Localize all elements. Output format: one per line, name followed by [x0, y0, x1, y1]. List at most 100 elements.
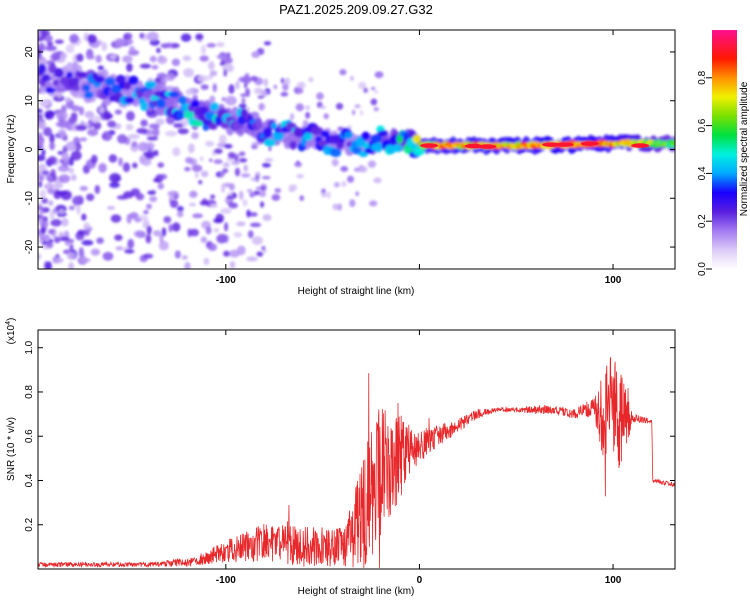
spectrogram-ridge-blob — [191, 120, 204, 127]
spectrogram-noise-blob — [305, 105, 311, 111]
spectrogram-noise-blob — [165, 115, 176, 125]
spectrogram-noise-blob — [229, 183, 235, 191]
spectrogram-noise-blob — [288, 188, 295, 193]
spectrogram-ridge-blob — [140, 100, 149, 112]
spectrogram-ridge-blob — [168, 91, 180, 98]
spectrogram-noise-blob — [219, 172, 226, 177]
spectrogram-noise-blob — [251, 236, 264, 245]
snr-ylabel: SNR (10 * v/v) — [6, 417, 17, 481]
snr-x-tick-label: 100 — [605, 575, 622, 586]
spectrogram-noise-blob — [260, 201, 265, 208]
spectrogram-noise-blob — [250, 177, 258, 181]
spectrogram-noise-blob — [323, 113, 329, 120]
spectrogram-noise-blob — [221, 96, 226, 102]
spectrogram-noise-blob — [260, 185, 267, 191]
spectrogram-noise-blob — [340, 165, 349, 172]
snr-series-line — [38, 357, 675, 568]
snr-y-tick-label: 1.0 — [24, 340, 35, 354]
spectrogram-noise-blob — [52, 257, 64, 264]
spectrogram-ridge-blob — [310, 126, 323, 136]
spectrogram-noise-blob — [101, 41, 108, 52]
spectrogram-ridge-blob — [84, 91, 94, 99]
colorbar-label: Normalized spectral amplitude — [739, 81, 750, 216]
spectrogram-noise-blob — [47, 42, 53, 47]
spectrogram-noise-blob — [41, 148, 46, 157]
spectrogram-noise-blob — [218, 134, 227, 144]
spectrogram-noise-blob — [222, 168, 229, 174]
spectrogram-noise-blob — [95, 54, 102, 63]
spectrogram-ridge-blob — [178, 95, 187, 105]
spectrogram-noise-blob — [114, 234, 123, 241]
spectrogram-noise-blob — [189, 228, 200, 237]
spectrogram-noise-blob — [47, 200, 54, 206]
spectrogram-noise-blob — [246, 209, 251, 218]
spectrogram-noise-blob — [149, 55, 157, 63]
spectrogram-ridge-blob — [72, 84, 80, 92]
spectrogram-noise-blob — [191, 131, 199, 140]
spectrogram-noise-blob — [173, 122, 184, 129]
spectrogram-noise-blob — [109, 181, 120, 189]
spectrogram-noise-blob — [55, 111, 68, 120]
spectrogram-noise-blob — [331, 158, 339, 167]
spectrogram-noise-blob — [327, 191, 331, 199]
spectrogram-noise-blob — [69, 33, 79, 44]
spectrogram-noise-blob — [220, 183, 226, 193]
spectrogram-noise-blob — [54, 39, 64, 44]
spectrogram-noise-blob — [238, 103, 247, 109]
spectrogram-noise-blob — [38, 30, 42, 38]
spectrogram-noise-blob — [106, 205, 116, 210]
spectrogram-noise-blob — [191, 164, 203, 172]
spectrogram-noise-blob — [205, 140, 215, 147]
spectrogram-noise-blob — [38, 180, 43, 188]
spectrogram-noise-blob — [75, 124, 87, 131]
spectrogram-noise-blob — [38, 214, 43, 219]
spectrogram-noise-blob — [70, 174, 77, 181]
spectrogram-noise-blob — [370, 98, 378, 106]
spectrogram-noise-blob — [181, 255, 188, 260]
spectrogram-noise-blob — [147, 190, 157, 195]
snr-y-tick-label: 0.8 — [24, 385, 35, 399]
spectrogram-noise-blob — [177, 128, 189, 135]
spectrogram-noise-blob — [108, 154, 118, 163]
spectrogram-noise-blob — [45, 261, 52, 269]
spectrogram-noise-blob — [321, 191, 328, 198]
spectrogram-ridge-blob — [93, 75, 105, 84]
spectrogram-noise-blob — [203, 257, 210, 266]
spectrogram-noise-blob — [209, 70, 218, 77]
spectrogram-noise-blob — [152, 150, 159, 157]
spectrogram-noise-blob — [227, 151, 236, 159]
spectrogram-ridge-blob — [263, 127, 273, 138]
snr-y-tick-label: 0.6 — [24, 429, 35, 443]
spectrogram-noise-blob — [358, 81, 367, 90]
spectrogram-noise-blob — [335, 102, 344, 110]
spectrogram-ridge-blob — [370, 134, 383, 144]
spectrogram-noise-blob — [200, 170, 209, 178]
spectrogram-noise-blob — [145, 154, 155, 160]
spectrogram-noise-blob — [124, 249, 135, 254]
spectrogram-ridge-blob — [317, 139, 329, 147]
spectrogram-noise-blob — [224, 198, 232, 203]
spectrogram-noise-blob — [184, 166, 191, 172]
spectrogram-noise-blob — [90, 154, 98, 164]
spectrogram-noise-blob — [240, 93, 247, 97]
spectrogram-noise-blob — [38, 205, 44, 210]
spectrogram-noise-blob — [118, 38, 126, 45]
colorbar-tick-label: 0.2 — [697, 214, 708, 228]
spectrogram-noise-blob — [157, 162, 165, 168]
spectrogram-noise-blob — [194, 171, 199, 179]
spectrogram-noise-blob — [155, 118, 165, 126]
spectrogram-peak — [464, 143, 483, 149]
spectrogram-noise-blob — [45, 45, 57, 51]
spectrogram-noise-blob — [47, 188, 56, 195]
spectrogram-noise-blob — [76, 204, 81, 215]
spectrogram-noise-blob — [43, 183, 55, 190]
spectrogram-ridge-blob — [38, 63, 47, 75]
spectrogram-noise-blob — [192, 213, 203, 219]
spectrogram-noise-blob — [58, 52, 68, 59]
snr-panel: -100 0 100 0.2 0.4 0.6 0.8 1.0 Height of straig… — [5, 318, 676, 597]
spectrogram-noise-blob — [83, 222, 91, 230]
spectrogram-noise-blob — [43, 126, 52, 137]
spectrogram-noise-blob — [243, 83, 248, 88]
spectrogram-noise-blob — [210, 203, 218, 209]
spectrogram-noise-blob — [139, 63, 152, 69]
